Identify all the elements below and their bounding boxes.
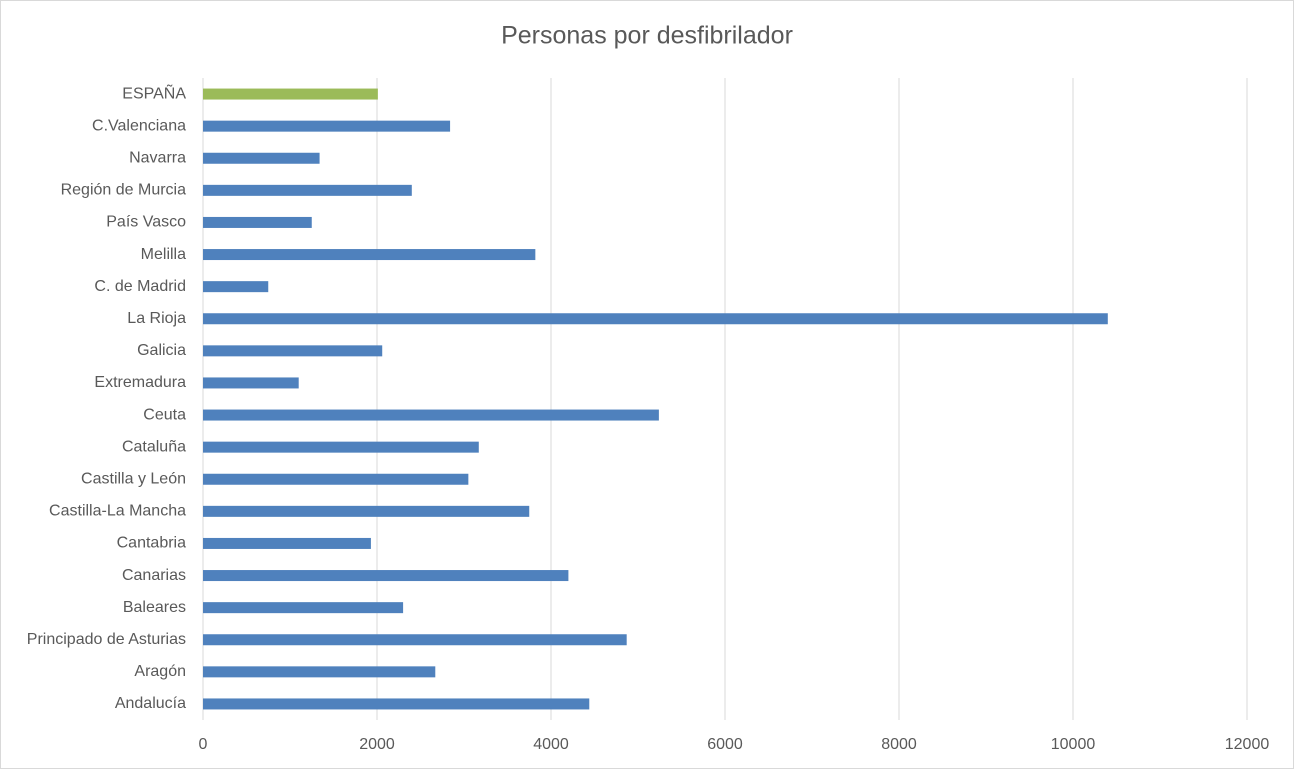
y-tick-label: Baleares [123, 599, 186, 616]
y-tick-label: ESPAÑA [122, 82, 186, 102]
bar [203, 345, 383, 357]
y-tick-label: Galicia [137, 342, 186, 359]
x-tick-label: 2000 [359, 736, 395, 753]
bar [203, 120, 451, 132]
bar [203, 570, 569, 582]
y-tick-label: Principado de Asturias [27, 631, 186, 648]
y-tick-label: Castilla-La Mancha [49, 503, 186, 520]
y-tick-label: Extremadura [94, 374, 186, 391]
y-tick-label: Castilla y León [81, 470, 186, 487]
y-tick-label: Región de Murcia [61, 182, 187, 199]
x-tick-label: 4000 [533, 736, 569, 753]
y-tick-label: Ceuta [143, 406, 186, 423]
bar [203, 88, 378, 100]
bar [203, 441, 479, 453]
x-tick-label: 10000 [1051, 736, 1096, 753]
x-tick-label: 0 [199, 736, 208, 753]
y-tick-label: Canarias [122, 567, 186, 584]
y-tick-label: Andalucía [115, 695, 186, 712]
chart-title: Personas por desfibrilador [501, 22, 793, 50]
bar [203, 698, 590, 710]
x-tick-label: 6000 [707, 736, 743, 753]
bar [203, 184, 412, 196]
y-tick-label: Navarra [129, 149, 186, 166]
bar [203, 377, 299, 389]
y-tick-label: Cataluña [122, 438, 186, 455]
x-tick-label: 12000 [1225, 736, 1270, 753]
y-tick-label: Cantabria [117, 535, 186, 552]
bar [203, 634, 627, 646]
bar [203, 313, 1108, 325]
bar [203, 537, 371, 549]
bar [203, 281, 269, 293]
bar [203, 249, 536, 261]
bar [203, 473, 469, 485]
bar [203, 216, 312, 228]
bar [203, 152, 320, 164]
y-tick-label: La Rioja [127, 310, 186, 327]
y-tick-label: Aragón [134, 663, 186, 680]
bar [203, 666, 436, 678]
bar [203, 409, 659, 421]
x-tick-label: 8000 [881, 736, 917, 753]
y-tick-label: C. de Madrid [94, 278, 186, 295]
bar [203, 505, 530, 517]
y-tick-label: C.Valenciana [92, 117, 186, 134]
bar [203, 602, 404, 614]
y-tick-label: Melilla [141, 246, 186, 263]
y-tick-label: País Vasco [106, 214, 186, 231]
